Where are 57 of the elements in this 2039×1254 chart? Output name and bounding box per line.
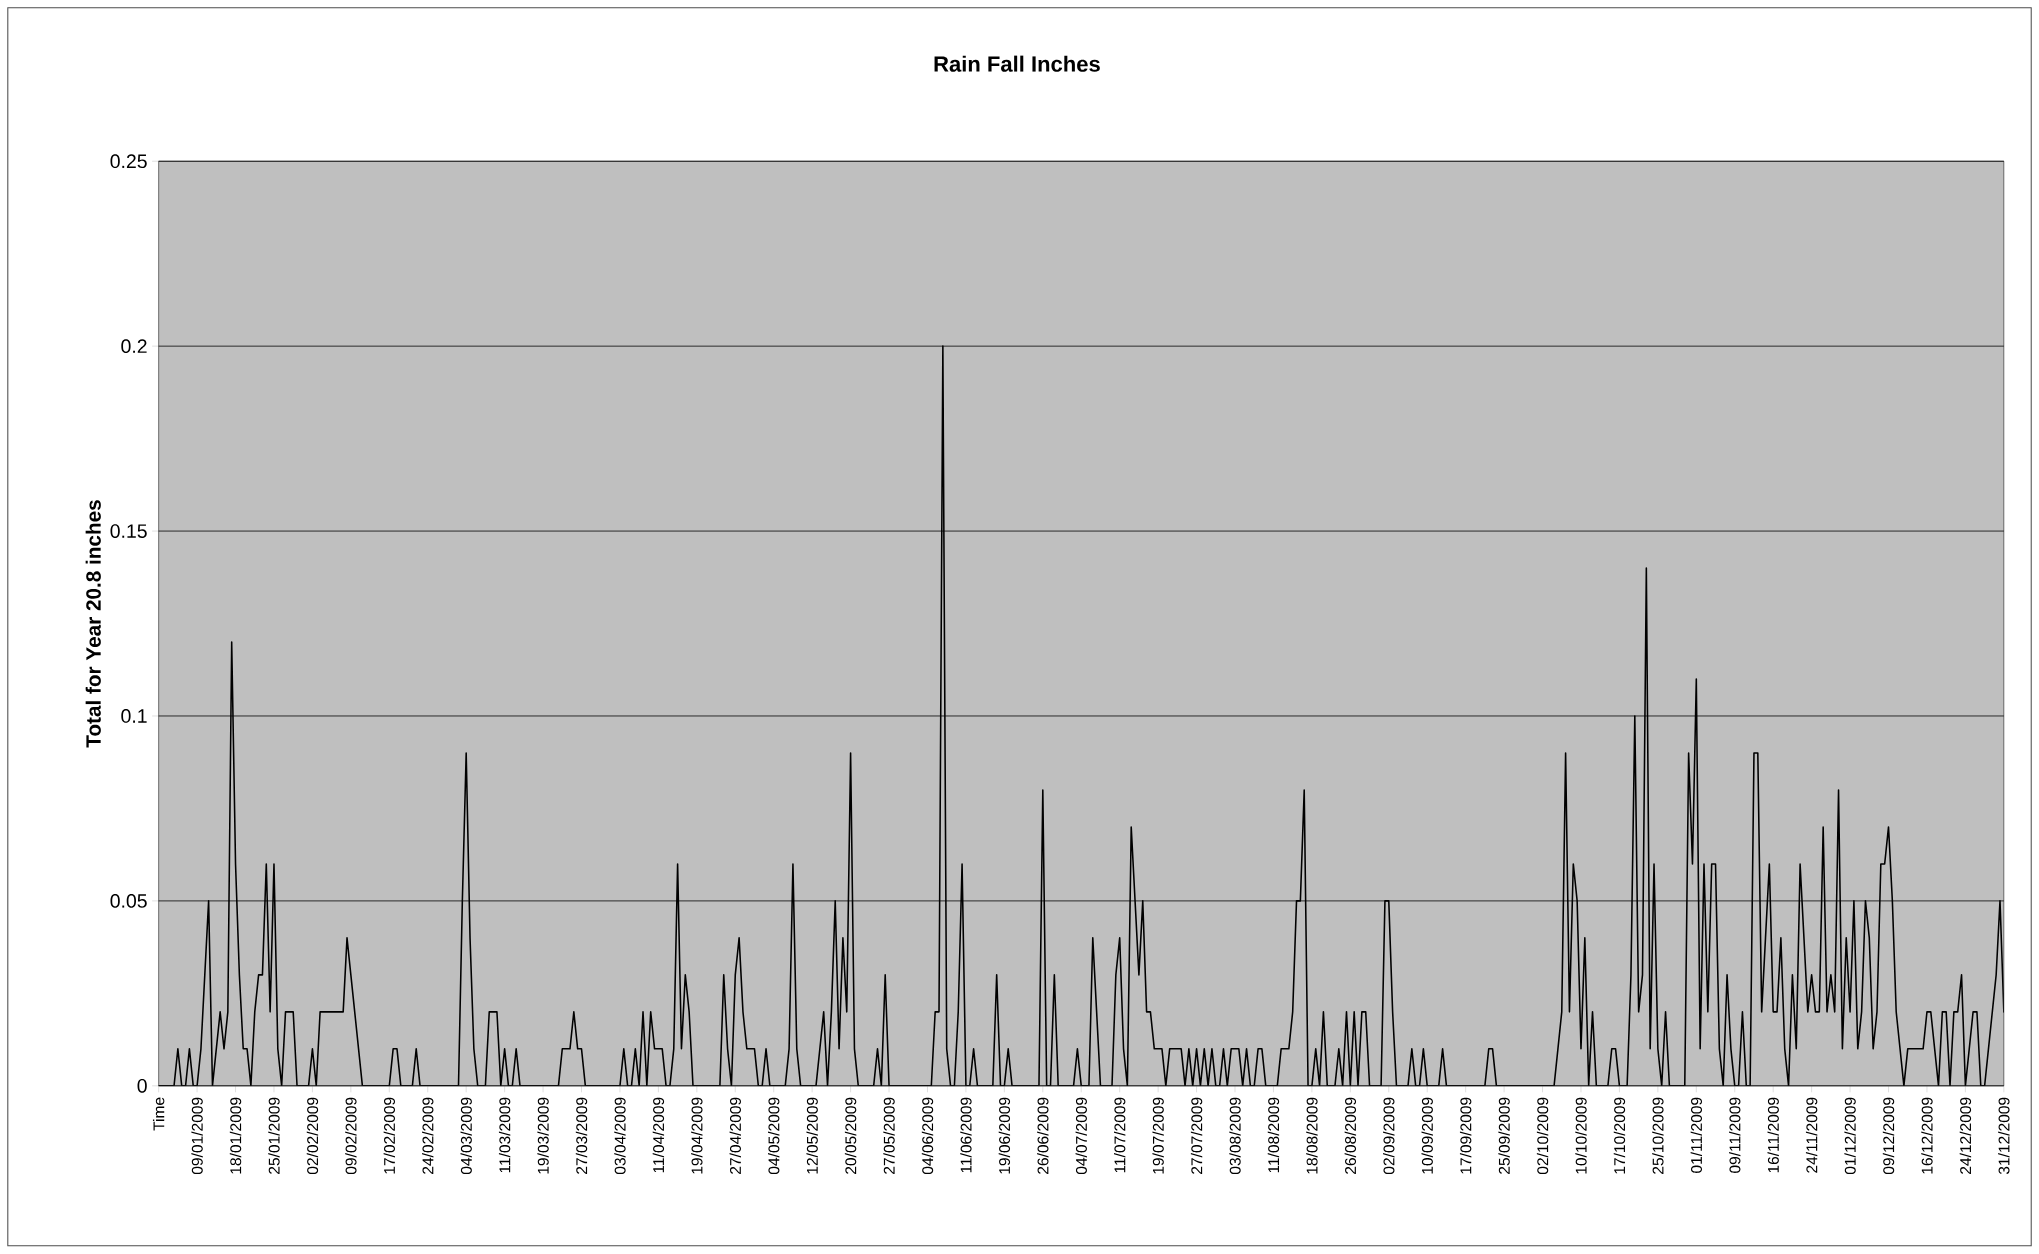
x-tick-label: 09/02/2009 [345,1097,357,1175]
x-tick-label: 17/10/2009 [1613,1097,1626,1174]
x-tick-label: 24/11/2009 [1805,1097,1818,1173]
x-tick-label: 16/12/2009 [1921,1097,1933,1174]
x-tick-label: 11/07/2009 [1113,1097,1126,1173]
x-tick-label: 27/05/2009 [883,1097,895,1175]
x-tick-label: 02/02/2009 [306,1097,319,1175]
x-tick-label: 01/11/2009 [1690,1097,1703,1174]
x-tick-label: 25/10/2009 [1652,1097,1664,1175]
y-tick-label: 0.1 [121,709,147,724]
x-tick-label: 16/11/2009 [1767,1097,1779,1173]
x-tick-label: 09/11/2009 [1729,1097,1741,1174]
x-tick-label: 27/03/2009 [575,1097,588,1175]
x-tick-label: 20/05/2009 [844,1097,857,1175]
x-tick-label: 11/08/2009 [1267,1097,1280,1173]
x-tick-label: 11/06/2009 [960,1097,972,1173]
x-tick-label: 03/08/2009 [1229,1097,1241,1175]
x-tick-label: 24/02/2009 [422,1097,434,1175]
x-tick-label: 31/12/2009 [1998,1097,2010,1175]
x-tick-label: 10/10/2009 [1575,1097,1587,1174]
x-tick-label: Time [152,1097,165,1131]
x-tick-label: 18/01/2009 [229,1097,242,1174]
y-tick-label: 0.05 [110,894,147,908]
chart-title: Rain Fall Inches [934,55,1100,73]
y-tick-label: 0.15 [110,524,147,539]
x-tick-label: 17/09/2009 [1459,1097,1472,1174]
x-tick-label: 27/04/2009 [729,1097,741,1175]
y-axis-title: Total for Year 20.8 inches [85,500,101,748]
x-tick-label: 01/12/2009 [1844,1097,1856,1175]
x-tick-label: 25/01/2009 [268,1097,280,1175]
x-tick-label: 03/04/2009 [614,1097,626,1175]
x-tick-label: 26/06/2009 [1037,1097,1049,1175]
x-tick-label: 02/09/2009 [1383,1097,1395,1175]
x-tick-label: 24/12/2009 [1959,1097,1972,1175]
y-tick-label: 0.25 [110,154,147,169]
x-tick-label: 10/09/2009 [1421,1097,1433,1174]
x-tick-label: 12/05/2009 [806,1097,818,1174]
x-tick-label: 27/07/2009 [1190,1097,1203,1175]
x-tick-label: 09/12/2009 [1882,1097,1895,1175]
x-tick-label: 19/04/2009 [691,1097,703,1174]
x-tick-label: 09/01/2009 [191,1097,203,1175]
x-tick-label: 04/03/2009 [460,1097,472,1175]
y-tick-label: 0.2 [121,339,147,354]
x-tick-label: 19/07/2009 [1152,1097,1164,1174]
x-tick-label: 19/06/2009 [998,1097,1011,1174]
x-tick-label: 18/08/2009 [1306,1097,1318,1174]
x-tick-label: 26/08/2009 [1344,1097,1357,1175]
y-tick-label: 0 [137,1079,147,1093]
x-tick-label: 11/04/2009 [652,1097,665,1173]
x-tick-label: 02/10/2009 [1536,1097,1549,1175]
x-tick-label: 19/03/2009 [537,1097,549,1174]
x-tick-label: 25/09/2009 [1498,1097,1510,1175]
x-tick-label: 04/05/2009 [768,1097,780,1175]
x-tick-label: 11/03/2009 [498,1097,511,1173]
x-tick-label: 04/06/2009 [921,1097,934,1175]
x-tick-label: 17/02/2009 [383,1097,395,1174]
x-tick-label: 04/07/2009 [1075,1097,1087,1175]
